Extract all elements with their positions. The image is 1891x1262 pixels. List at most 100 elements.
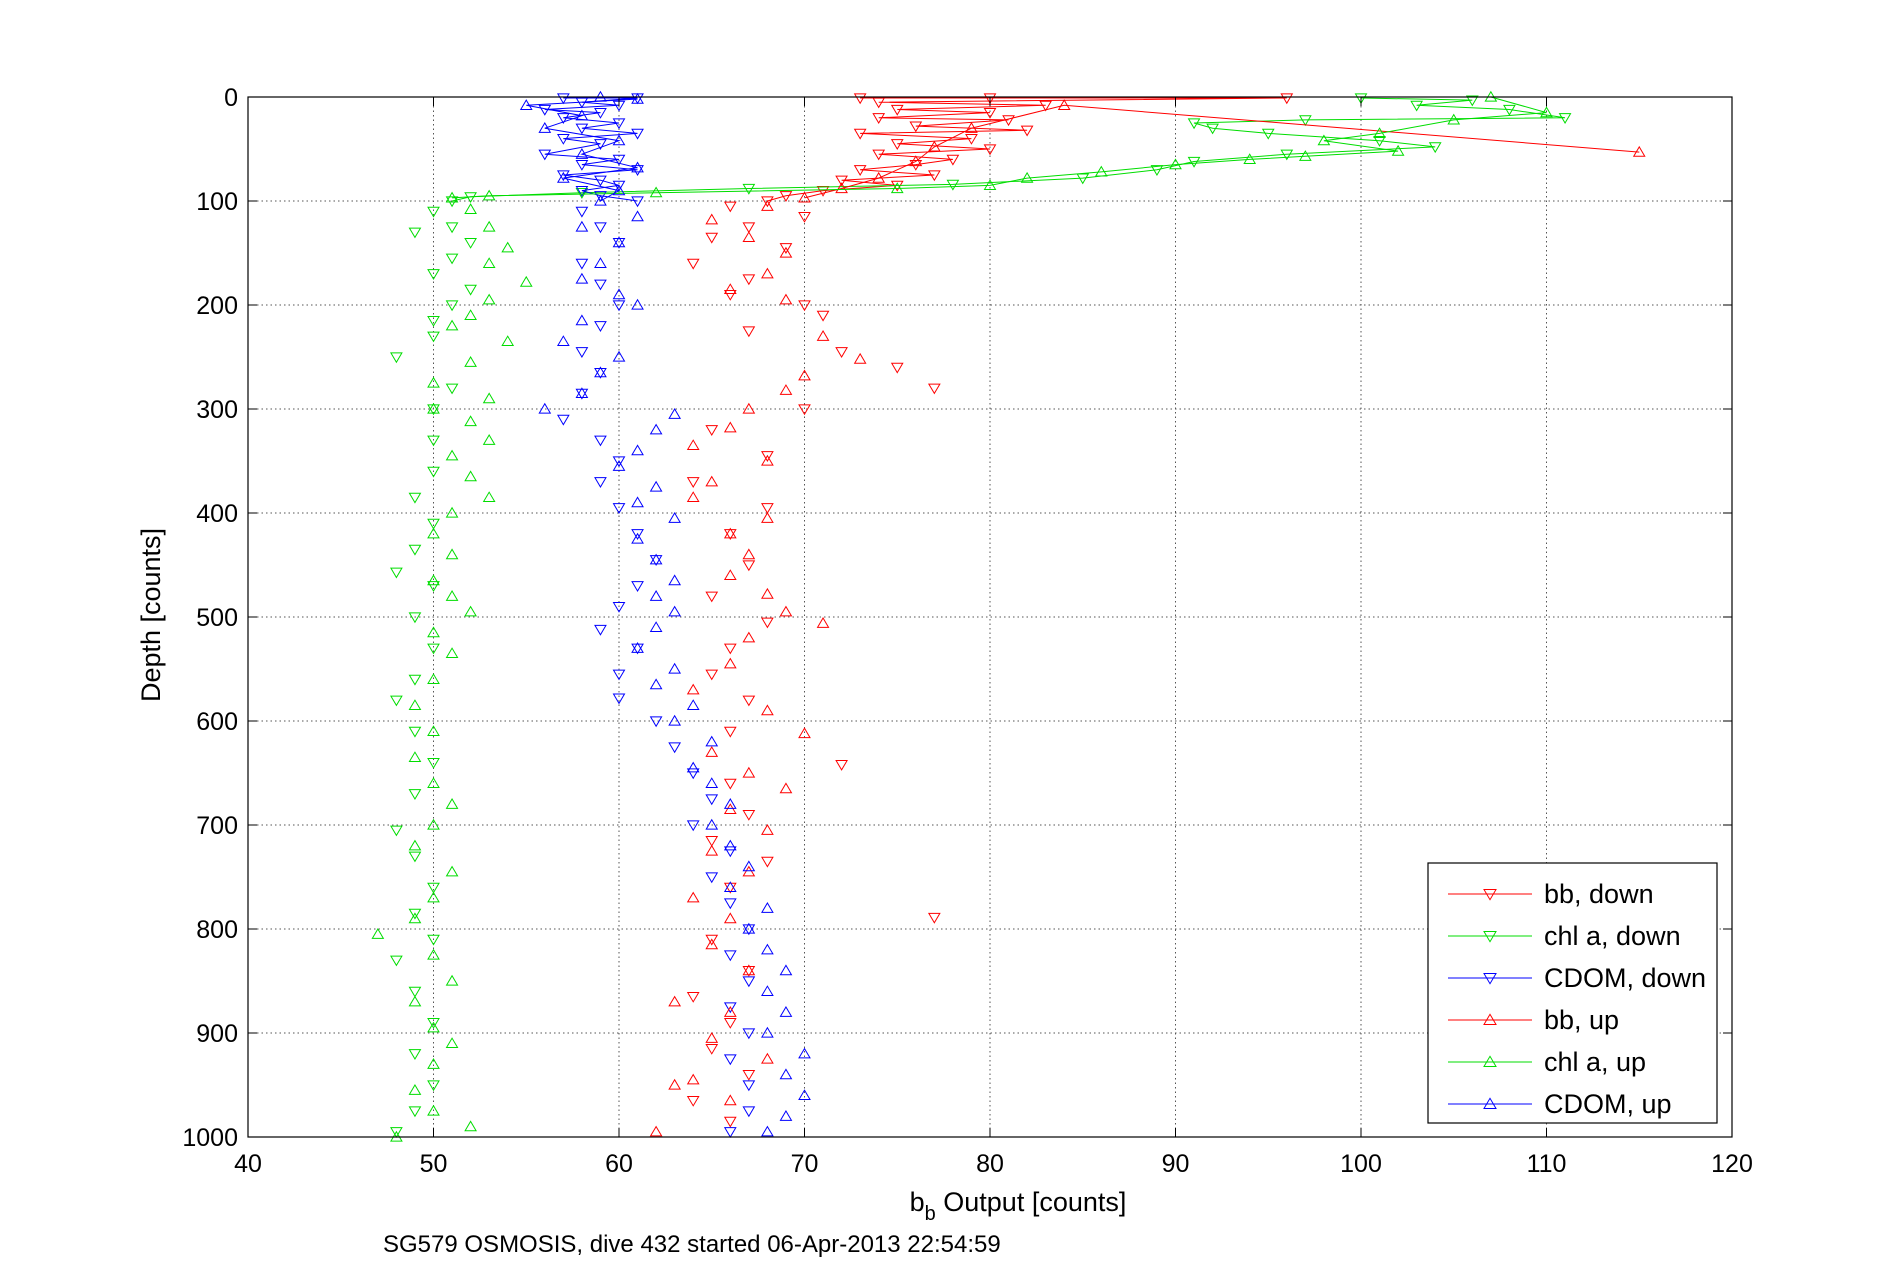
data-point: [464, 203, 477, 214]
x-tick-label: 80: [976, 1150, 1004, 1178]
data-point: [427, 1080, 440, 1092]
legend: bb, down chl a, down CDOM, down bb, up chl a…: [1427, 862, 1718, 1124]
data-point: [427, 626, 440, 638]
data-point: [612, 669, 626, 681]
data-point: [594, 624, 607, 636]
data-point: [575, 185, 589, 197]
data-point: [612, 184, 626, 196]
data-point: [594, 435, 607, 447]
data-point: [742, 183, 756, 195]
y-tick-label: 300: [196, 396, 238, 424]
legend-marker: [1483, 1097, 1497, 1109]
data-point: [705, 669, 719, 681]
data-point: [742, 965, 756, 977]
data-point: [705, 232, 719, 244]
data-point: [835, 175, 848, 187]
data-point: [501, 335, 515, 347]
legend-label: chl a, up: [1544, 1047, 1646, 1077]
data-point: [371, 927, 385, 939]
data-point: [798, 404, 811, 416]
data-point: [594, 257, 607, 269]
data-point: [612, 236, 626, 248]
data-point: [668, 407, 682, 419]
data-point: [427, 948, 440, 960]
data-point: [556, 171, 570, 183]
data-point: [723, 1054, 737, 1066]
data-point: [427, 673, 440, 685]
data-point: [1206, 123, 1219, 135]
data-point: [779, 191, 793, 203]
data-point: [927, 912, 941, 924]
data-point: [742, 922, 756, 934]
series-line: [804, 104, 1640, 199]
data-point: [445, 319, 459, 331]
x-axis-ticks: 40 50 60 70 80 90 100 110 120: [234, 97, 1753, 1178]
data-point: [798, 1047, 811, 1059]
series-line: [451, 97, 1566, 202]
data-point: [761, 704, 774, 716]
data-point: [742, 1106, 756, 1118]
x-axis-label-rest: Output [counts]: [936, 1187, 1127, 1217]
data-point: [408, 544, 422, 556]
data-point: [408, 789, 422, 801]
legend-item: bb, up: [1448, 1005, 1619, 1035]
data-point: [408, 839, 422, 851]
data-point: [779, 782, 793, 794]
data-point: [427, 466, 440, 478]
data-point: [649, 589, 663, 601]
y-tick-label: 200: [196, 292, 238, 320]
data-point: [427, 404, 440, 416]
legend-marker: [1483, 931, 1497, 943]
data-point: [427, 757, 440, 769]
data-point: [408, 995, 422, 1007]
data-point: [723, 643, 737, 655]
data-point: [742, 1080, 756, 1092]
data-point: [686, 820, 700, 832]
data-point: [668, 662, 682, 674]
data-point: [742, 548, 756, 560]
data-point: [890, 362, 904, 374]
data-point: [723, 569, 737, 581]
data-point: [612, 237, 626, 249]
data-point: [1169, 158, 1182, 170]
data-point: [390, 1127, 403, 1139]
data-point: [1632, 145, 1646, 157]
data-point: [761, 454, 774, 466]
data-point: [798, 191, 811, 203]
data-point: [890, 139, 904, 151]
data-point: [705, 835, 719, 847]
data-point: [872, 97, 886, 109]
data-point: [482, 491, 496, 503]
data-point: [816, 617, 830, 628]
series-line: [452, 96, 1547, 199]
data-point: [853, 93, 867, 105]
data-point: [723, 1002, 737, 1014]
data-point: [575, 220, 589, 232]
legend-label: chl a, down: [1544, 921, 1681, 951]
data-point: [798, 211, 811, 223]
data-point: [779, 964, 793, 976]
data-point: [723, 657, 737, 669]
data-point: [427, 402, 440, 414]
data-point: [575, 159, 589, 171]
data-point: [482, 257, 496, 269]
data-point: [575, 387, 589, 399]
legend-item: CDOM, down: [1448, 963, 1706, 993]
data-point: [427, 518, 440, 530]
x-tick-label: 40: [234, 1150, 262, 1178]
data-point: [742, 766, 756, 778]
data-point: [594, 477, 607, 489]
data-point: [594, 191, 607, 203]
data-point: [427, 527, 440, 539]
legend-label: bb, up: [1544, 1005, 1619, 1035]
data-point: [390, 567, 403, 579]
data-point: [390, 825, 403, 837]
y-axis-label: Depth [counts]: [136, 528, 166, 702]
data-point: [723, 950, 737, 962]
data-point: [723, 803, 737, 815]
series-cdom-up: [519, 90, 811, 1137]
legend-label: CDOM, down: [1544, 963, 1706, 993]
data-point: [1465, 95, 1479, 107]
data-point: [816, 185, 830, 197]
data-point: [445, 300, 459, 312]
